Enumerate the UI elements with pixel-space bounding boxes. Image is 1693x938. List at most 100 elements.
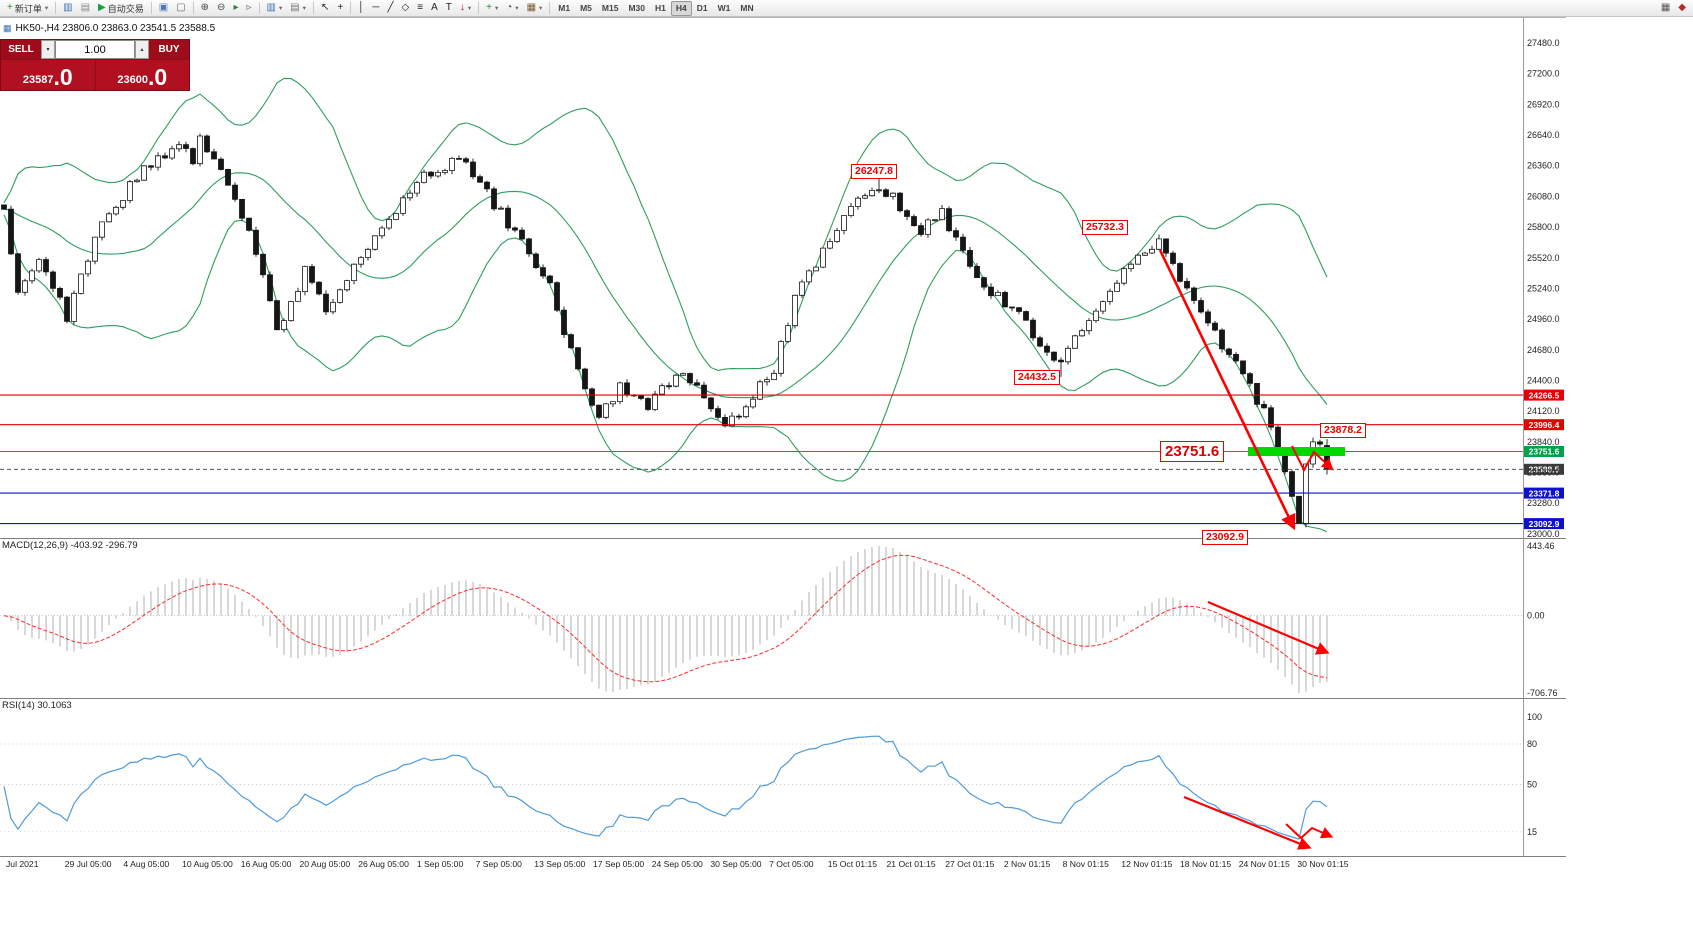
zoom-in-icon[interactable]: ⊕ <box>197 1 213 16</box>
svg-text:26640.0: 26640.0 <box>1527 130 1560 140</box>
periods-icon-glyph: ◔ <box>506 2 513 13</box>
bollinger-band-line <box>3 172 1328 405</box>
new-order-button[interactable]: + 新订单 ▾ <box>3 1 52 16</box>
price-annotation-label[interactable]: 23092.9 <box>1202 530 1248 545</box>
trend-arrow[interactable] <box>1207 600 1330 655</box>
channel-icon[interactable]: ◇ <box>398 1 414 16</box>
svg-text:24120.0: 24120.0 <box>1527 406 1560 416</box>
svg-text:24266.5: 24266.5 <box>1529 390 1560 400</box>
auto-scroll-icon-glyph: ▸ <box>233 2 239 13</box>
toolbar-group: ▣ ▢ <box>155 1 190 16</box>
fibonacci-icon[interactable]: ≡ <box>413 1 427 16</box>
caret-down-icon: ▾ <box>494 5 499 12</box>
macd-indicator-label: MACD(12,26,9) -403.92 -296.79 <box>2 540 138 551</box>
label-icon[interactable]: T <box>442 1 456 16</box>
arrows-icon-glyph: ↓ <box>459 2 465 13</box>
timeframe-m1[interactable]: M1 <box>553 1 575 16</box>
auto-scroll-icon[interactable]: ▸ <box>229 1 242 16</box>
colors-icon-glyph: ◆ <box>1678 2 1686 13</box>
timeframe-m15[interactable]: M15 <box>597 1 624 16</box>
periods-icon[interactable]: ◔ ▾ <box>502 1 522 16</box>
time-scale[interactable] <box>0 856 1566 876</box>
volume-input[interactable] <box>55 40 135 59</box>
caret-down-icon: ▾ <box>515 5 519 12</box>
toolbar-separator <box>549 2 551 14</box>
cascade-windows-icon[interactable]: ▢ <box>172 1 189 16</box>
profile-icon[interactable]: ▤ <box>77 1 94 16</box>
timeframe-d1[interactable]: D1 <box>692 1 713 16</box>
svg-text:80: 80 <box>1527 739 1537 749</box>
price-annotation-label[interactable]: 24432.5 <box>1014 370 1060 385</box>
time-axis-label: 20 Aug 05:00 <box>300 859 351 869</box>
volume-up-button[interactable]: ▴ <box>135 40 149 59</box>
arrows-icon[interactable]: ↓ ▾ <box>456 1 475 16</box>
timeframe-m30[interactable]: M30 <box>623 1 650 16</box>
timeframe-h1[interactable]: H1 <box>650 1 671 16</box>
new-chart-icon-glyph: ▥ <box>266 2 276 13</box>
toolbar-separator <box>312 2 314 14</box>
cursor-icon-glyph: ↖ <box>320 2 330 13</box>
trend-arrow[interactable] <box>1183 795 1312 850</box>
window-list-icon[interactable]: ▦ <box>1657 1 1674 16</box>
sell-button[interactable]: SELL <box>1 40 41 59</box>
trendline-icon-glyph: ╱ <box>387 2 394 13</box>
svg-text:23000.0: 23000.0 <box>1527 529 1560 539</box>
trendline-icon[interactable]: ╱ <box>384 1 398 16</box>
trade-controls-row: SELL ▾ ▴ BUY <box>1 40 189 60</box>
chart-bar-icon[interactable]: ▥ <box>59 1 76 16</box>
zoom-out-icon[interactable]: ⊖ <box>213 1 229 16</box>
sell-price-fraction: .0 <box>53 64 73 91</box>
time-axis-label: 12 Nov 01:15 <box>1121 859 1172 869</box>
time-axis-label: 29 Jul 05:00 <box>65 859 112 869</box>
profiles-icon[interactable]: ▤ ▾ <box>286 1 310 16</box>
new-chart-icon[interactable]: ▥ ▾ <box>263 1 287 16</box>
support-zone-highlight[interactable] <box>1248 447 1345 456</box>
price-scale[interactable] <box>1524 18 1566 856</box>
horizontal-line-icon-glyph: ─ <box>372 2 380 13</box>
svg-text:-706.76: -706.76 <box>1527 688 1558 698</box>
label-icon-glyph: T <box>445 2 452 13</box>
svg-text:23092.9: 23092.9 <box>1529 519 1560 529</box>
indicators-icon[interactable]: + ▾ <box>482 1 502 16</box>
cascade-windows-icon-glyph: ▢ <box>176 2 186 13</box>
bollinger-band-line <box>3 77 1328 371</box>
time-axis-label: 1 Sep 05:00 <box>417 859 464 869</box>
svg-text:25800.0: 25800.0 <box>1527 222 1560 232</box>
buy-price[interactable]: 23600 .0 <box>96 60 190 90</box>
svg-text:443.46: 443.46 <box>1527 541 1555 551</box>
horizontal-line-icon[interactable]: ─ <box>368 1 383 16</box>
tile-windows-icon[interactable]: ▣ <box>155 1 172 16</box>
rsi-indicator-label: RSI(14) 30.1063 <box>2 700 72 711</box>
autotrade-button[interactable]: ▶ 自动交易 <box>94 1 148 16</box>
time-axis-label: 15 Oct 01:15 <box>828 859 877 869</box>
price-annotation-label[interactable]: 25732.3 <box>1082 220 1128 235</box>
vertical-line-icon[interactable]: │ <box>354 1 368 16</box>
toolbar-group: + 新订单 ▾ <box>3 1 52 16</box>
trend-arrow[interactable] <box>1158 249 1296 531</box>
chart-canvas[interactable]: 24266.5 23996.4 23751.6 23588.5 23371.8 23092… <box>0 18 1566 876</box>
colors-icon[interactable]: ◆ <box>1674 1 1690 16</box>
profiles-icon-glyph: ▤ <box>290 2 300 13</box>
templates-icon[interactable]: ▦ ▾ <box>523 1 547 16</box>
svg-text:23996.4: 23996.4 <box>1529 420 1560 430</box>
timeframe-mn[interactable]: MN <box>735 1 758 16</box>
sell-price[interactable]: 23587 .0 <box>1 60 96 90</box>
zigzag-arrow[interactable] <box>1291 445 1334 473</box>
timeframe-h4[interactable]: H4 <box>670 0 692 16</box>
chart-shift-icon[interactable]: ▹ <box>242 1 255 16</box>
crosshair-icon[interactable]: + <box>333 1 347 16</box>
cursor-icon[interactable]: ↖ <box>317 1 333 16</box>
caret-down-icon: ▾ <box>44 5 49 12</box>
price-annotation-label[interactable]: 26247.8 <box>851 164 897 179</box>
timeframe-w1[interactable]: W1 <box>713 1 736 16</box>
sell-price-main: 23587 <box>22 74 54 86</box>
volume-down-button[interactable]: ▾ <box>41 40 55 59</box>
text-icon[interactable]: A <box>427 1 442 16</box>
price-annotation-label[interactable]: 23878.2 <box>1320 423 1366 438</box>
price-annotation-label[interactable]: 23751.6 <box>1160 441 1225 462</box>
buy-button[interactable]: BUY <box>149 40 189 59</box>
zigzag-arrow[interactable] <box>1285 823 1334 840</box>
chart-plot-area[interactable] <box>0 18 1523 856</box>
timeframe-m5[interactable]: M5 <box>575 1 597 16</box>
